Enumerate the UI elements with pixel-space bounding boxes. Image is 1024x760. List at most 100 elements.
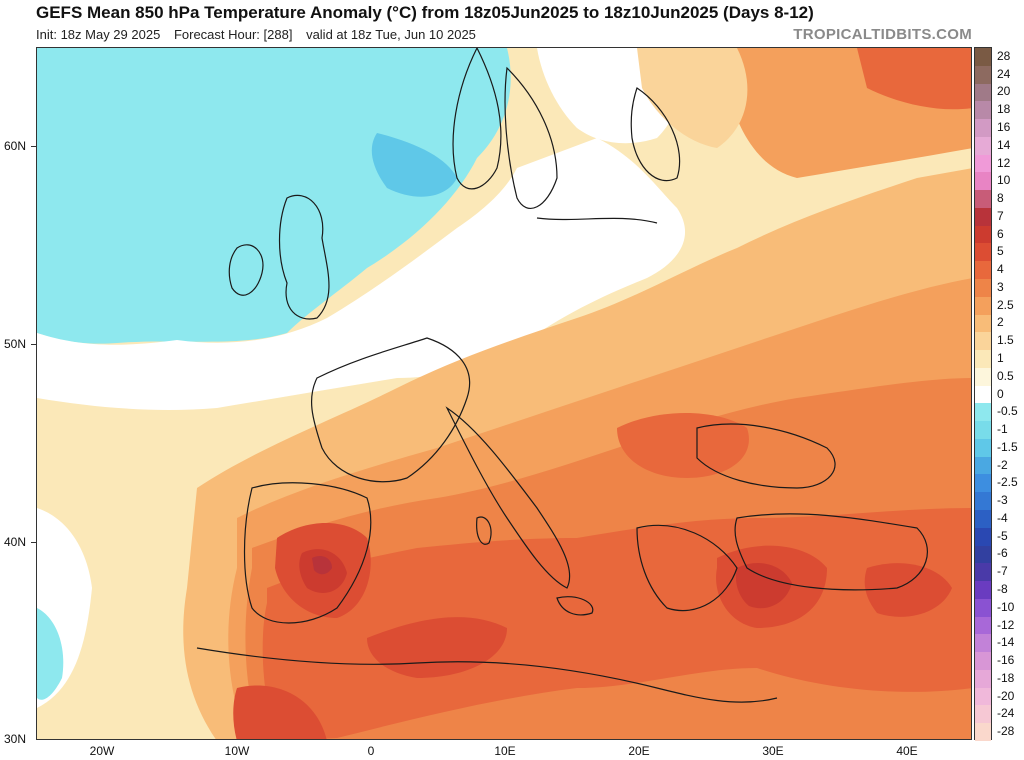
anomaly-map bbox=[36, 47, 972, 740]
colorbar-segment bbox=[975, 634, 991, 653]
colorbar-segment bbox=[975, 225, 991, 244]
lat-tick bbox=[31, 344, 36, 345]
colorbar-segment bbox=[975, 474, 991, 493]
coast-great-britain bbox=[278, 194, 330, 320]
colorbar-segment bbox=[975, 421, 991, 440]
warm-core-turkey bbox=[864, 563, 952, 617]
site-brand[interactable]: TROPICALTIDBITS.COM bbox=[793, 26, 972, 43]
lon-label-20w: 20W bbox=[89, 744, 115, 758]
lon-label-30e: 30E bbox=[762, 744, 784, 758]
lat-label-60n: 60N bbox=[4, 139, 27, 153]
colorbar-label: 12 bbox=[997, 155, 1011, 170]
colorbar-segment bbox=[975, 367, 991, 387]
valid-time: valid at 18z Tue, Jun 10 2025 bbox=[306, 27, 476, 42]
forecast-info: Init: 18z May 29 2025 Forecast Hour: [28… bbox=[36, 27, 486, 42]
colorbar-segment bbox=[975, 669, 991, 689]
cold-anomaly-core bbox=[371, 133, 457, 197]
colorbar-label: 14 bbox=[997, 137, 1011, 152]
colorbar-label: 1 bbox=[997, 350, 1004, 365]
colorbar-label: -0.5 bbox=[997, 404, 1018, 419]
colorbar-label: -24 bbox=[997, 706, 1015, 721]
cold-anomaly-atlantic bbox=[37, 48, 511, 344]
colorbar-label: -7 bbox=[997, 564, 1008, 579]
colorbar-label: -16 bbox=[997, 653, 1015, 668]
colorbar-label: -12 bbox=[997, 617, 1015, 632]
lon-label-10w: 10W bbox=[224, 744, 250, 758]
colorbar-segment bbox=[975, 652, 991, 671]
colorbar-segment bbox=[975, 119, 991, 138]
colorbar-label: -1.5 bbox=[997, 439, 1018, 454]
lat-tick bbox=[31, 542, 36, 543]
colorbar-label: -5 bbox=[997, 528, 1008, 543]
colorbar-segment bbox=[975, 687, 991, 706]
colorbar-segment bbox=[975, 456, 991, 475]
coast-italy bbox=[445, 406, 571, 589]
colorbar-segment bbox=[975, 314, 991, 333]
colorbar-label: -18 bbox=[997, 670, 1015, 685]
lon-label-0: 0 bbox=[367, 744, 375, 758]
coast-ireland bbox=[228, 244, 264, 296]
colorbar-label: 20 bbox=[997, 84, 1011, 99]
colorbar-label: 1.5 bbox=[997, 333, 1014, 348]
coast-sardinia bbox=[476, 516, 492, 545]
colorbar-label: 24 bbox=[997, 66, 1011, 81]
coast-iberia bbox=[243, 482, 372, 624]
colorbar-segment bbox=[975, 83, 991, 102]
colorbar-segment bbox=[975, 101, 991, 120]
coast-turkey bbox=[734, 513, 928, 591]
colorbar-label: 8 bbox=[997, 191, 1004, 206]
colorbar-label: 4 bbox=[997, 262, 1004, 277]
colorbar-segment bbox=[975, 350, 991, 369]
colorbar-segment bbox=[975, 332, 991, 351]
map-svg bbox=[37, 48, 971, 739]
colorbar-segment bbox=[975, 598, 991, 618]
colorbar-segment bbox=[975, 385, 991, 404]
coast-france bbox=[311, 337, 471, 483]
colorbar-segment bbox=[975, 527, 991, 547]
colorbar-label: 0 bbox=[997, 386, 1004, 401]
colorbar-label: 3 bbox=[997, 279, 1004, 294]
colorbar-segment bbox=[975, 723, 991, 742]
colorbar-label: -6 bbox=[997, 546, 1008, 561]
forecast-hour: Forecast Hour: [288] bbox=[173, 27, 293, 42]
colorbar-label: 0.5 bbox=[997, 368, 1014, 383]
coastlines bbox=[196, 48, 928, 703]
colorbar-label: -1 bbox=[997, 422, 1008, 437]
colorbar bbox=[974, 47, 992, 742]
lat-label-30n: 30N bbox=[4, 732, 27, 746]
colorbar-label: 2 bbox=[997, 315, 1004, 330]
coast-sweden bbox=[504, 66, 558, 209]
warm-core-russia bbox=[857, 48, 971, 110]
colorbar-segment bbox=[975, 65, 991, 85]
colorbar-label: -4 bbox=[997, 510, 1008, 525]
colorbar-segment bbox=[975, 172, 991, 191]
lat-label-50n: 50N bbox=[4, 337, 27, 351]
lat-label-40n: 40N bbox=[4, 535, 27, 549]
coast-black-sea bbox=[696, 423, 836, 489]
warm-core-morocco bbox=[233, 685, 327, 739]
colorbar-label: -10 bbox=[997, 599, 1015, 614]
colorbar-segment bbox=[975, 48, 991, 67]
colorbar-segment bbox=[975, 261, 991, 280]
colorbar-segment bbox=[975, 190, 991, 209]
colorbar-segment bbox=[975, 616, 991, 635]
colorbar-segment bbox=[975, 296, 991, 316]
colorbar-label: -2 bbox=[997, 457, 1008, 472]
colorbar-label: 5 bbox=[997, 244, 1004, 259]
coast-finland bbox=[630, 87, 681, 182]
lat-tick bbox=[31, 146, 36, 147]
warm-core-aegean-peak bbox=[735, 563, 792, 609]
coast-sicily bbox=[556, 596, 594, 616]
coast-baltic bbox=[536, 217, 658, 224]
warm-core-iberia-max bbox=[312, 556, 332, 575]
colorbar-segment bbox=[975, 545, 991, 564]
warm-core-romania bbox=[617, 413, 749, 478]
colorbar-segment bbox=[975, 154, 991, 173]
colorbar-label: 7 bbox=[997, 208, 1004, 223]
warm-core-algeria bbox=[367, 617, 507, 678]
coast-greece bbox=[636, 524, 738, 612]
colorbar-label: 16 bbox=[997, 119, 1011, 134]
colorbar-segment bbox=[975, 563, 991, 582]
colorbar-label: -14 bbox=[997, 635, 1015, 650]
coast-north-africa bbox=[196, 647, 778, 703]
